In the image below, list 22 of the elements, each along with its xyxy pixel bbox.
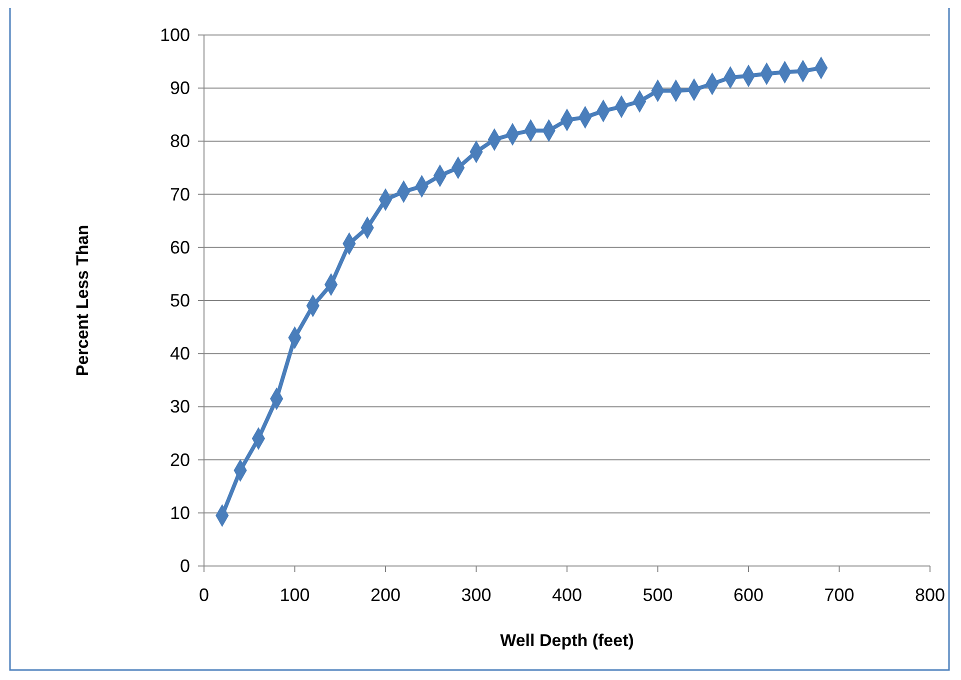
x-tick-label: 300 — [461, 585, 492, 605]
x-tick-label: 500 — [642, 585, 673, 605]
y-tick-label: 20 — [170, 450, 190, 470]
x-tick-label: 800 — [914, 585, 946, 605]
y-tick-label: 40 — [170, 344, 190, 364]
x-tick-label: 100 — [280, 585, 310, 605]
y-tick-label: 70 — [170, 184, 190, 204]
x-axis-title: Well Depth (feet) — [500, 631, 634, 650]
x-tick-label: 200 — [370, 585, 401, 605]
x-tick-label: 700 — [824, 585, 854, 605]
y-tick-label: 100 — [160, 25, 190, 45]
y-tick-label: 50 — [170, 290, 190, 310]
y-tick-label: 60 — [170, 237, 190, 258]
y-tick-label: 30 — [170, 396, 190, 417]
x-tick-label: 0 — [198, 585, 210, 605]
y-tick-label: 0 — [180, 556, 190, 576]
x-tick-label: 600 — [733, 585, 764, 605]
y-tick-label: 10 — [170, 502, 190, 523]
y-axis-title: Percent Less Than — [73, 224, 92, 376]
x-tick-label: 400 — [552, 585, 582, 605]
y-tick-label: 90 — [170, 78, 190, 98]
y-tick-label: 80 — [170, 131, 190, 152]
